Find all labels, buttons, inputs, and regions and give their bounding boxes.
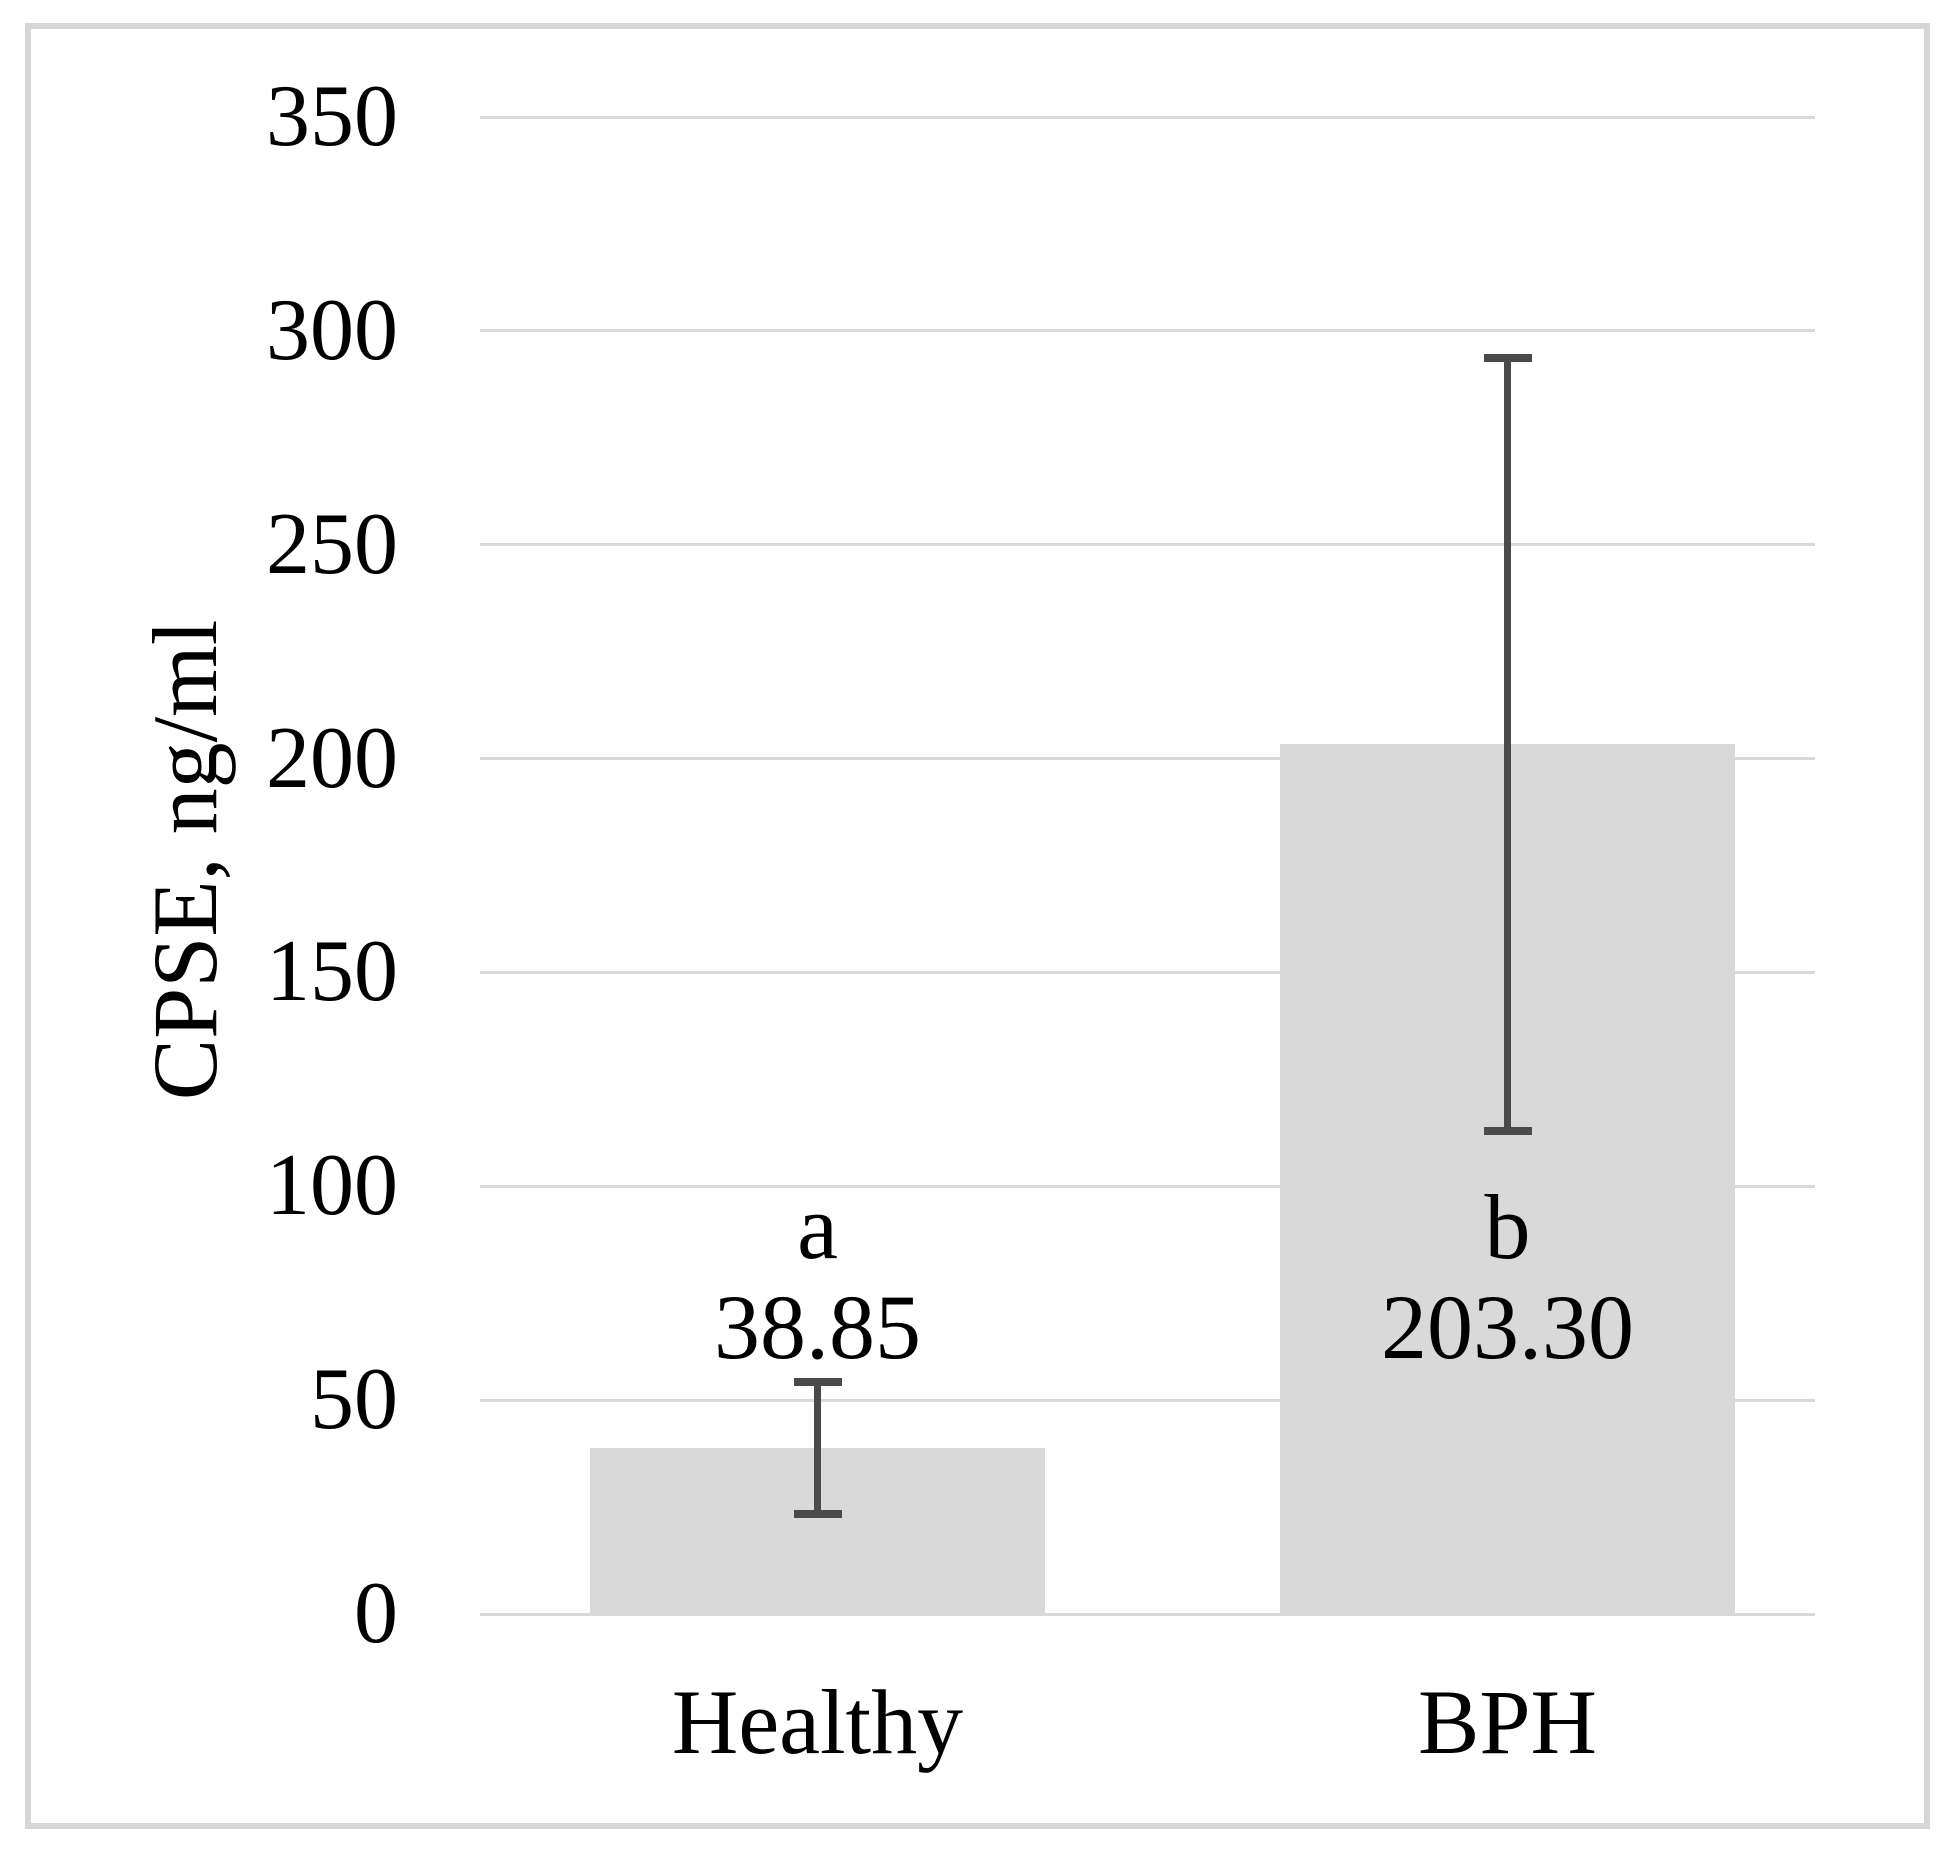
y-tick-label: 50 bbox=[310, 1351, 398, 1449]
y-gridline bbox=[480, 1398, 1815, 1402]
y-gridline bbox=[480, 1612, 1815, 1616]
y-tick-label: 0 bbox=[354, 1565, 398, 1662]
value-label: 203.30 bbox=[1381, 1276, 1634, 1378]
value-label: 38.85 bbox=[714, 1276, 921, 1378]
error-bar-line bbox=[814, 1381, 821, 1514]
figure-border bbox=[25, 23, 1930, 1829]
category-label-healthy: Healthy bbox=[671, 1671, 964, 1773]
y-gridline bbox=[480, 115, 1815, 119]
significance-letter: b bbox=[1484, 1176, 1531, 1278]
y-gridline bbox=[480, 1184, 1815, 1188]
y-gridline bbox=[480, 970, 1815, 974]
error-bar-cap bbox=[1483, 354, 1532, 363]
error-bar-cap bbox=[1483, 1126, 1532, 1135]
error-bar-line bbox=[1504, 358, 1511, 1131]
y-gridline bbox=[480, 757, 1815, 761]
error-bar-cap bbox=[793, 1377, 842, 1386]
y-gridline bbox=[480, 329, 1815, 333]
category-label-bph: BPH bbox=[1418, 1671, 1597, 1773]
y-tick-label: 300 bbox=[266, 281, 398, 379]
y-tick-label: 150 bbox=[266, 923, 398, 1021]
y-tick-label: 200 bbox=[266, 709, 398, 807]
y-tick-label: 250 bbox=[266, 495, 398, 593]
y-axis-title: CPSE, ng/ml bbox=[134, 619, 236, 1101]
y-tick-label: 350 bbox=[266, 68, 398, 165]
significance-letter: a bbox=[797, 1176, 838, 1278]
error-bar-cap bbox=[793, 1509, 842, 1518]
y-gridline bbox=[480, 543, 1815, 547]
y-tick-label: 100 bbox=[266, 1137, 398, 1235]
